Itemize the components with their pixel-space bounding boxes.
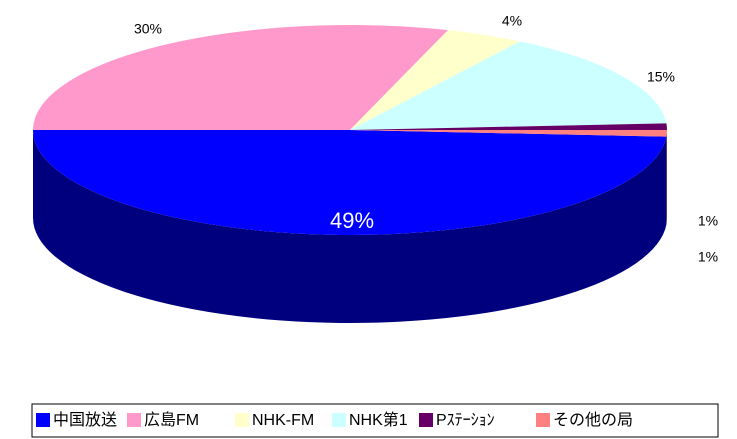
slice: [350, 123, 667, 130]
slice: [33, 24, 448, 130]
slice-side: [666, 130, 667, 225]
data-label: 15%: [647, 69, 675, 85]
legend-swatch: [235, 413, 249, 427]
data-label: 1%: [698, 249, 718, 265]
legend-swatch: [332, 413, 346, 427]
legend-box: [31, 403, 719, 438]
slice: [350, 130, 667, 137]
slice: [350, 41, 667, 131]
data-label: 1%: [698, 213, 718, 229]
legend-label: 中国放送: [53, 411, 117, 429]
legend-label: NHK-FM: [252, 412, 314, 429]
legend-swatch: [419, 413, 433, 427]
legend-swatch: [127, 413, 141, 427]
data-label: 49%: [330, 208, 374, 233]
legend-label: 広島FM: [144, 411, 199, 429]
legend-swatch: [536, 413, 550, 427]
legend-label: その他の局: [553, 411, 633, 429]
slice: [350, 30, 520, 130]
legend-swatch: [36, 413, 50, 427]
slice-side: [33, 130, 667, 323]
legend-label: NHK第1: [349, 411, 408, 429]
legend-label: Pｽﾃｰｼｮﾝ: [436, 412, 495, 429]
data-label: 4%: [502, 13, 522, 29]
slice: [33, 130, 667, 235]
data-label: 30%: [134, 21, 162, 37]
